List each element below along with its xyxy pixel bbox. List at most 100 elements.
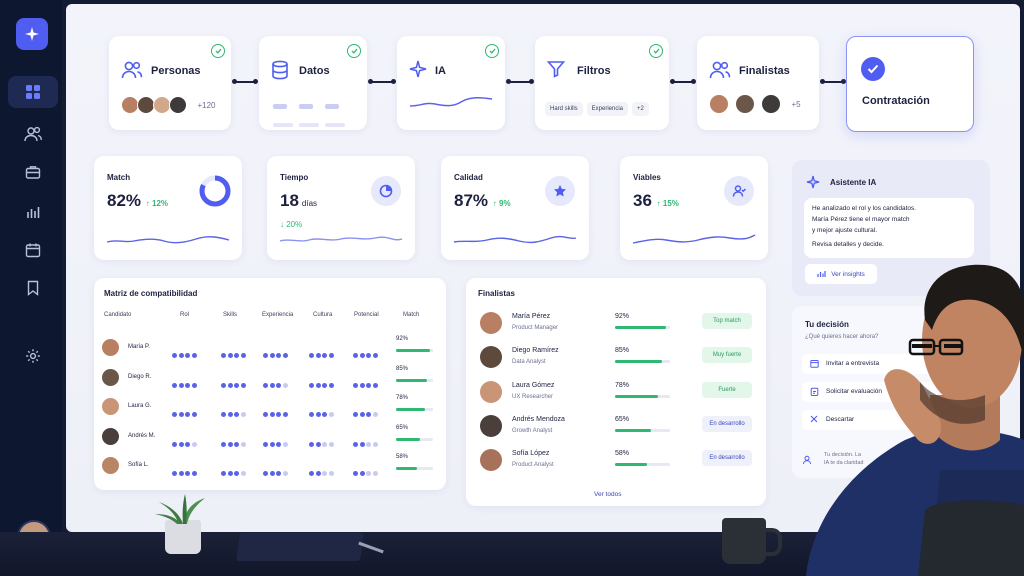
column-header: Experiencia — [262, 312, 294, 318]
finalist-row[interactable]: Andrés Mendoza Growth Analyst 65% En desarr… — [466, 413, 766, 447]
mug-handle — [762, 528, 782, 556]
score-dot — [191, 441, 197, 447]
score-dot — [309, 382, 314, 388]
filter-chip-more[interactable]: +2 — [632, 102, 649, 116]
kpi-calidad[interactable]: Calidad 87% ↑ 9% — [441, 156, 589, 260]
avatar — [102, 457, 119, 474]
view-insights-button[interactable]: Ver insights — [805, 264, 877, 284]
score-dot — [191, 471, 197, 476]
score-dot — [372, 382, 378, 388]
gear-icon — [26, 349, 40, 363]
kpi-viables[interactable]: Viables 36 ↑ 15% — [620, 156, 768, 260]
message-line: He analizado el rol y los candidatos. — [812, 205, 917, 212]
score-dots — [353, 434, 379, 447]
user-check-icon — [724, 176, 754, 206]
finalist-row[interactable]: Laura Gómez UX Researcher 78% Fuerte — [466, 379, 766, 413]
matrix-row[interactable]: Diego R. 85% — [94, 366, 446, 394]
step-filtros[interactable]: Filtros Hard skills Experiencia +2 — [535, 36, 669, 130]
status-badge: En desarrollo — [702, 415, 752, 432]
finalists-title: Finalistas — [478, 289, 515, 298]
sidebar-item-saved[interactable] — [8, 272, 58, 304]
step-contratacion[interactable]: Contratación — [846, 36, 974, 132]
score-dot — [269, 353, 275, 358]
match-bar-fill — [396, 437, 421, 441]
option-label: Descartar — [826, 416, 855, 423]
message-line: y mejor ajuste cultural. — [812, 227, 878, 234]
score-dot — [234, 471, 239, 476]
option-label: Invitar a entrevista — [826, 360, 880, 367]
invite-interview-option[interactable]: Invitar a entrevista — [802, 354, 937, 374]
finalist-row[interactable]: María Pérez Product Manager 92% Top match — [466, 310, 766, 344]
sidebar-item-jobs[interactable] — [8, 156, 58, 188]
score-dot — [366, 412, 371, 417]
bar-chart-icon — [27, 207, 40, 218]
app-logo-sparkle-icon[interactable] — [16, 18, 48, 50]
kpi-label: Viables — [633, 173, 661, 182]
sidebar-item-analytics[interactable] — [8, 196, 58, 228]
step-ia[interactable]: IA — [397, 36, 505, 130]
matrix-row[interactable]: Andrés M. 65% — [94, 425, 446, 453]
step-datos[interactable]: Datos — [259, 36, 367, 130]
score-dots — [172, 434, 198, 447]
decision-title: Tu decisión — [805, 320, 849, 329]
matrix-row[interactable]: María P. 92% — [94, 336, 446, 364]
more-count: +120 — [197, 100, 216, 110]
score-dot — [309, 353, 314, 358]
finalist-match-bar-fill — [615, 326, 666, 329]
coffee-mug — [722, 518, 766, 564]
finalist-row[interactable]: Sofía López Product Analyst 58% En desarrol… — [466, 447, 766, 481]
finalist-row[interactable]: Diego Ramírez Data Analyst 85% Muy fuerte — [466, 344, 766, 378]
score-dot — [263, 471, 268, 476]
score-dots — [309, 375, 335, 388]
status-badge: Top match — [702, 313, 752, 329]
calendar-icon — [25, 243, 41, 258]
matrix-row[interactable]: Sofía L. 58% — [94, 454, 446, 482]
score-dot — [366, 441, 371, 447]
sidebar-item-calendar[interactable] — [8, 234, 58, 266]
sidebar-item-dashboard[interactable] — [8, 76, 58, 108]
sidebar-item-settings[interactable] — [8, 340, 58, 372]
filter-chip[interactable]: Hard skills — [545, 102, 583, 116]
score-dot — [185, 353, 190, 358]
finalist-match-bar-fill — [615, 428, 651, 432]
step-finalistas[interactable]: Finalistas +5 — [697, 36, 819, 130]
avatar — [169, 96, 187, 114]
score-dots — [172, 345, 198, 358]
score-dot — [269, 441, 275, 447]
score-dot — [328, 382, 334, 388]
discard-option[interactable]: Descartar — [802, 410, 937, 430]
score-dots — [172, 375, 198, 388]
match-percent: 78% — [396, 395, 409, 401]
score-dots — [172, 463, 198, 476]
step-personas[interactable]: Personas +120 — [109, 36, 231, 130]
request-evaluation-option[interactable]: Solicitar evaluación — [802, 382, 937, 402]
clock-icon — [371, 176, 401, 206]
candidate-name: María P. — [128, 344, 150, 350]
score-dot — [328, 412, 334, 417]
score-dot — [353, 382, 358, 388]
filter-chip[interactable]: Experiencia — [586, 102, 629, 116]
star-icon — [545, 176, 575, 206]
matrix-row[interactable]: Laura G. 78% — [94, 395, 446, 423]
trend-sparkline — [453, 235, 577, 244]
score-dot — [328, 441, 334, 447]
score-dot — [372, 441, 378, 447]
score-dot — [234, 441, 239, 447]
view-all-link[interactable]: Ver todos — [594, 491, 622, 498]
avatar-stack: +5 — [709, 94, 801, 114]
finalist-role: Growth Analyst — [512, 427, 553, 434]
score-dot — [372, 471, 378, 476]
score-dots — [353, 345, 379, 358]
finalist-match-bar-fill — [615, 463, 647, 467]
sidebar-item-people[interactable] — [8, 118, 58, 150]
kpi-tiempo[interactable]: Tiempo 18 días ↓ 20% — [267, 156, 415, 260]
score-dot — [366, 471, 371, 476]
kpi-label: Match — [107, 173, 131, 182]
kpi-match[interactable]: Match 82% ↑ 12% — [94, 156, 242, 260]
score-dot — [185, 471, 190, 476]
match-percent: 85% — [396, 365, 409, 372]
finalist-name: María Pérez — [512, 313, 551, 320]
score-dot — [309, 441, 314, 447]
database-icon — [271, 60, 289, 85]
decision-footer-line: Tu decisión. La — [824, 452, 862, 458]
